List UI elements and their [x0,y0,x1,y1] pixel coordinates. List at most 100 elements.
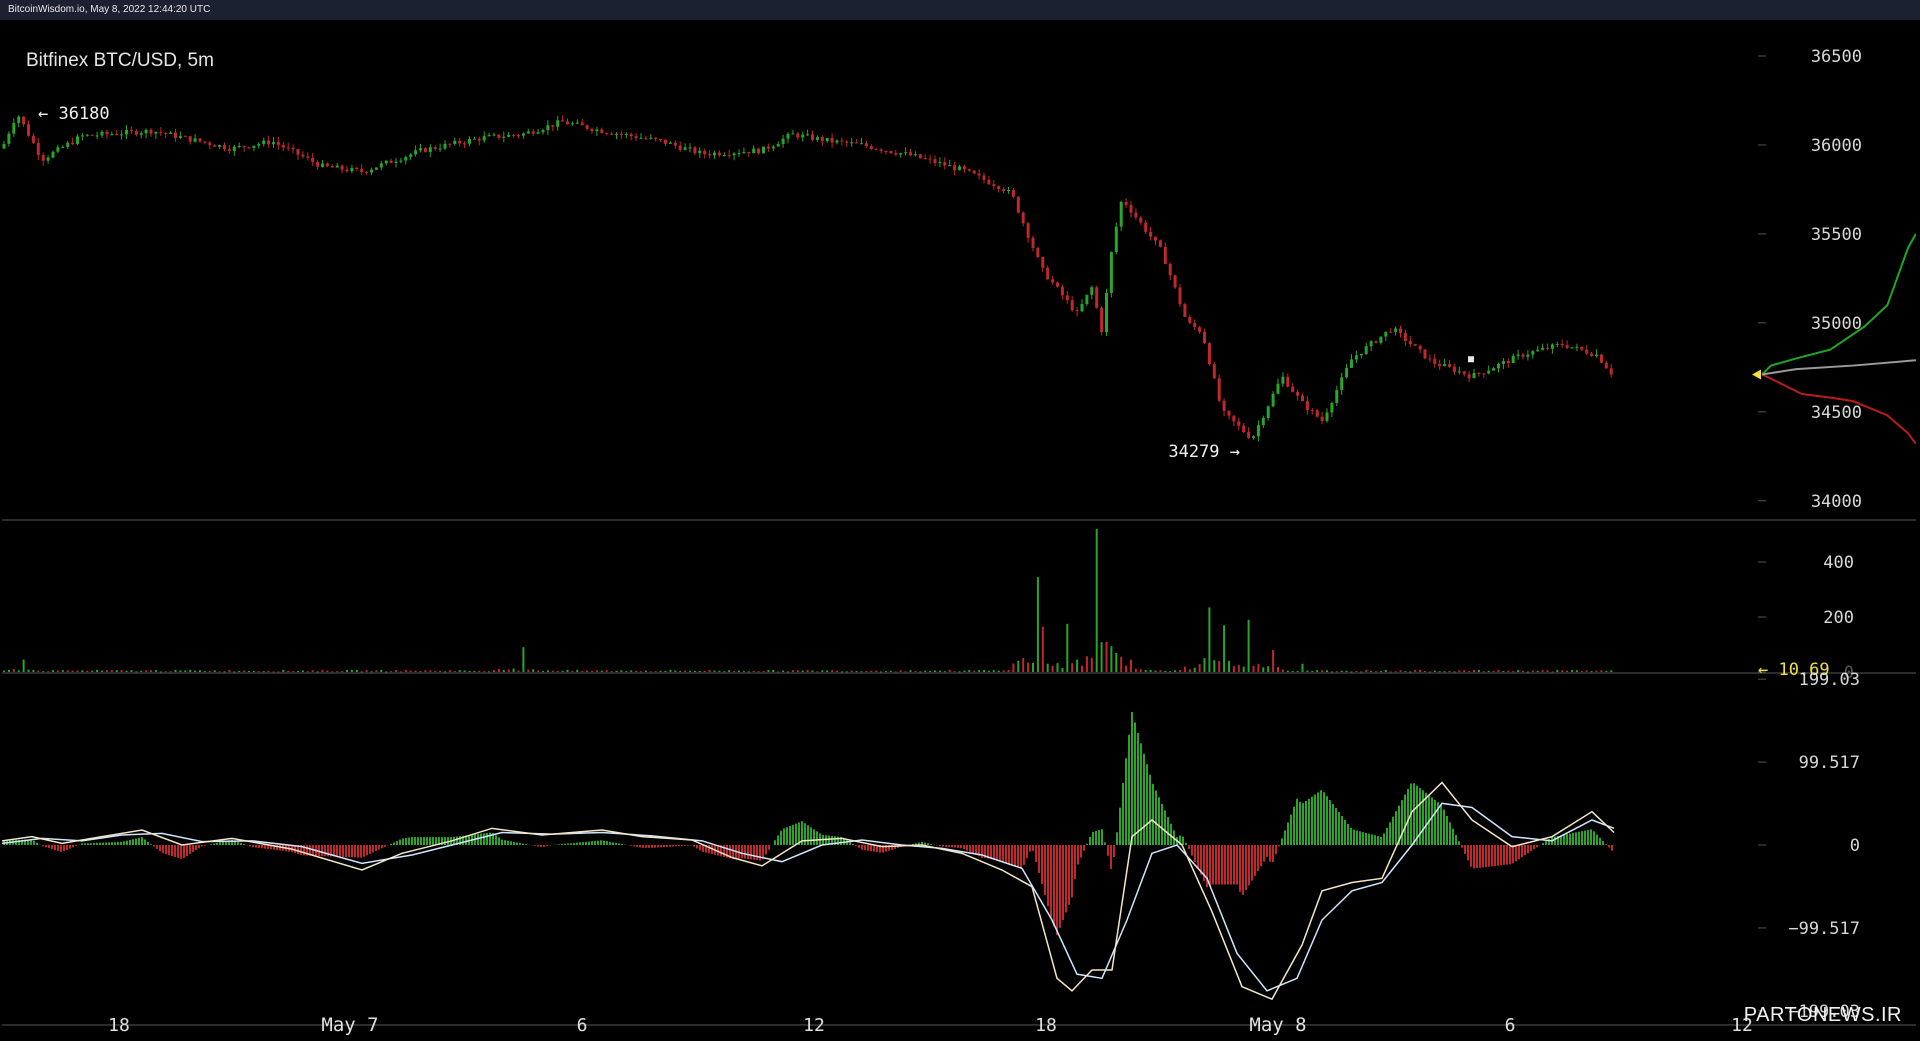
depth-mid-line [1761,359,1916,376]
volume-bar [1071,663,1074,672]
price-candle [433,147,437,149]
volume-bar [1458,670,1461,672]
x-axis-label: May 8 [1249,1014,1306,1036]
volume-bar [1169,671,1172,673]
price-candle [66,142,70,147]
volume-bar [267,670,270,672]
volume-bar [301,670,304,672]
volume-bar [1585,670,1588,672]
volume-bar [32,669,35,672]
volume-bar [1433,670,1436,672]
volume-bar [125,670,128,672]
volume-bar [679,670,682,672]
volume-bar [1517,670,1520,672]
price-candle [46,157,50,161]
volume-bar [904,671,907,673]
price-candle [825,137,829,142]
price-candle [1433,358,1437,364]
price-candle [928,158,932,160]
price-candle [1301,395,1304,402]
price-candle [757,148,761,154]
volume-bar [591,670,593,672]
volume-bar [17,670,20,672]
price-candle [1178,287,1182,305]
price-candle [1384,331,1388,337]
price-candle [1002,189,1006,192]
macd-line [2,781,1615,1001]
volume-bar [1419,669,1422,672]
price-candle [159,131,163,133]
price-candle [95,135,99,137]
volume-bar [1188,669,1191,672]
price-candle [580,122,584,126]
volume-bar [733,670,736,672]
price-candle [590,128,594,132]
volume-bar [1012,663,1015,672]
price-candle [1443,364,1447,367]
volume-bar [1575,670,1578,672]
volume-bar [693,670,696,672]
volume-bar [831,670,834,672]
price-candle [1428,358,1432,360]
volume-bar [1526,671,1529,673]
volume-bar [1032,662,1034,672]
volume-bar [488,671,491,673]
price-candle [252,145,256,148]
volume-bar [169,671,172,673]
price-candle [1487,370,1491,374]
price-candle [419,148,422,151]
volume-bar [346,669,348,672]
volume-y-tick-label: 400 [1823,553,1854,573]
volume-bar [7,669,10,672]
price-candle [1222,400,1226,411]
volume-bar [174,669,177,672]
volume-bar [1247,619,1250,672]
price-candle [619,133,623,135]
volume-bar [1022,657,1025,672]
volume-bar [1272,650,1275,672]
price-candle [1595,354,1598,357]
price-candle [1007,189,1010,192]
price-candle [502,136,506,138]
volume-bar [56,670,59,672]
volume-bar [649,671,652,673]
volume-bar [360,671,363,673]
price-candle [1467,374,1471,379]
price-candle [1340,377,1344,391]
volume-bar [424,670,427,672]
volume-bar [76,670,79,672]
price-candle [982,175,986,180]
volume-bar [110,670,113,672]
volume-bar [762,671,765,673]
price-y-tick-label: 35500 [1811,225,1862,245]
price-candle [752,148,756,154]
price-candle [188,136,192,142]
volume-bar [767,669,770,672]
price-candle [477,138,481,141]
volume-bar [1595,670,1598,672]
price-candle [1198,327,1202,332]
price-candle [962,166,966,170]
price-candle [1364,346,1368,354]
volume-bar [27,669,30,672]
volume-bar [277,671,280,673]
volume-bar [546,670,549,672]
volume-bar [375,670,378,672]
volume-bar [826,670,829,672]
volume-bar [1365,669,1368,672]
price-candle [80,135,84,137]
price-candle [874,149,878,151]
price-candle [958,166,961,171]
x-axis-label: 6 [1505,1015,1516,1036]
price-candle [61,146,65,148]
price-candle [742,151,746,154]
volume-bar [409,670,412,672]
volume-bar [644,670,647,672]
price-candle [1506,361,1510,364]
price-candle [762,146,765,154]
volume-bar [1326,670,1328,672]
price-candle [1570,347,1574,349]
price-candle [448,143,452,145]
price-candle [296,149,300,155]
volume-bar [86,670,89,672]
